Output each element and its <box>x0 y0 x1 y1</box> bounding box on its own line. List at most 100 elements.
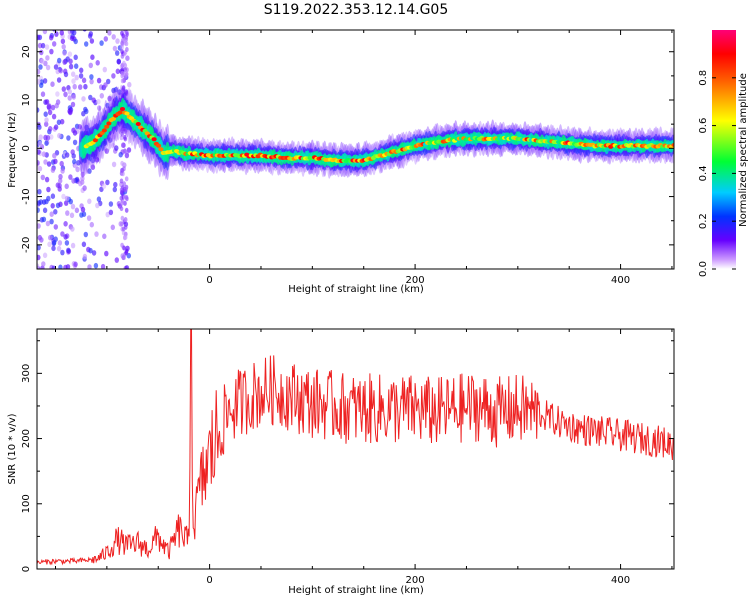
heatmap-cell <box>120 40 124 46</box>
heatmap-cell <box>50 167 56 173</box>
snr-ylabel: SNR (10 * v/v) <box>7 413 18 484</box>
heatmap-cell <box>71 71 76 77</box>
heatmap-cell <box>70 101 76 108</box>
heatmap-cell <box>47 103 52 109</box>
heatmap-cell <box>114 145 119 151</box>
heatmap-cell <box>73 261 78 268</box>
heatmap-cell <box>126 252 131 259</box>
heatmap-cell <box>94 231 99 237</box>
heatmap-cell <box>55 182 60 188</box>
heatmap-cell <box>87 264 92 269</box>
heatmap-cell <box>51 265 56 269</box>
heatmap-cell <box>120 70 125 76</box>
heatmap-cell <box>89 78 94 85</box>
heatmap-cell <box>111 34 116 40</box>
heatmap-cell <box>151 137 157 142</box>
heatmap-cell <box>43 159 48 165</box>
heatmap-cell <box>95 60 100 66</box>
heatmap-cell <box>71 153 76 159</box>
y-tick-label: 200 <box>21 429 32 448</box>
heatmap-cell <box>68 109 73 115</box>
heatmap-cell <box>80 175 85 182</box>
y-tick-label: 0 <box>21 145 32 151</box>
heatmap-cell <box>124 91 129 96</box>
heatmap-cell <box>124 176 129 182</box>
heatmap-cell <box>50 81 55 87</box>
heatmap-cell <box>42 78 48 84</box>
heatmap-cell <box>77 124 82 130</box>
heatmap-cell <box>93 262 99 269</box>
y-tick-label: 0 <box>21 566 32 572</box>
heatmap-cell <box>121 142 126 148</box>
heatmap-cell <box>60 249 65 256</box>
heatmap-cell <box>39 49 44 56</box>
heatmap-cell <box>87 198 92 205</box>
heatmap-cell <box>101 128 107 133</box>
heatmap-cell <box>87 168 92 174</box>
heatmap-cell <box>156 143 162 148</box>
heatmap-cell <box>45 64 51 71</box>
spectrogram-ticks: 0 200 400 -20 -10 0 10 20 <box>21 30 674 286</box>
heatmap-cell <box>64 240 70 246</box>
heatmap-cell <box>106 78 111 85</box>
heatmap-cell <box>46 161 52 167</box>
heatmap-cell <box>87 33 93 39</box>
heatmap-cell <box>60 118 65 125</box>
heatmap-cell <box>124 194 129 200</box>
heatmap-cell <box>124 72 129 78</box>
heatmap-cell <box>56 77 62 83</box>
heatmap-cell <box>70 203 76 210</box>
colorbar-tick-label: 0.8 <box>698 70 709 86</box>
heatmap-cell <box>104 250 109 257</box>
x-tick-label: 400 <box>611 575 630 586</box>
heatmap-cell <box>65 264 71 269</box>
heatmap-cell <box>60 168 65 174</box>
heatmap-cell <box>124 41 129 47</box>
heatmap-cell <box>75 166 80 173</box>
heatmap-cell <box>37 263 40 269</box>
heatmap-cell <box>52 41 57 47</box>
heatmap-cell <box>44 198 49 205</box>
colorbar-tick-label: 0.2 <box>698 213 709 229</box>
heatmap-cell <box>120 215 125 221</box>
heatmap-cell <box>104 148 110 154</box>
heatmap-cell <box>82 185 87 191</box>
heatmap-cell <box>64 183 69 190</box>
heatmap-cell <box>81 96 86 102</box>
heatmap-cell <box>47 109 53 116</box>
heatmap-cell <box>48 126 53 132</box>
heatmap-cell <box>74 74 79 81</box>
heatmap-cell <box>84 124 89 131</box>
heatmap-cell <box>53 158 58 165</box>
heatmap-cell <box>61 44 66 50</box>
heatmap-cell <box>41 151 47 157</box>
heatmap-cell <box>72 30 77 36</box>
heatmap-cell <box>37 79 41 85</box>
colorbar-tick-label: 0.4 <box>698 165 709 181</box>
heatmap-cell <box>54 31 59 37</box>
heatmap-cell <box>88 94 93 101</box>
heatmap-cell <box>53 124 59 130</box>
snr-panel: 0 200 400 0 100 200 300 Height of straight lin… <box>7 328 675 596</box>
heatmap-cell <box>100 263 106 269</box>
spectrogram-panel: 0 200 400 -20 -10 0 10 20 Height of straight li… <box>7 29 675 295</box>
heatmap-cell <box>61 86 66 92</box>
heatmap-cell <box>112 45 118 52</box>
heatmap-cell <box>158 147 164 152</box>
heatmap-cell <box>111 134 116 140</box>
heatmap-cell <box>78 73 84 79</box>
heatmap-cell <box>37 107 40 113</box>
heatmap-cell <box>122 181 126 187</box>
heatmap-cell <box>37 254 41 261</box>
heatmap-cell <box>127 81 132 88</box>
snr-frame <box>36 328 675 570</box>
snr-plot-area <box>37 329 674 569</box>
heatmap-cell <box>120 78 125 84</box>
heatmap-cell <box>72 139 78 146</box>
heatmap-cell <box>37 160 40 166</box>
heatmap-cell <box>91 250 97 256</box>
heatmap-cell <box>88 247 93 254</box>
heatmap-cell <box>57 240 63 246</box>
heatmap-cell <box>113 181 118 188</box>
